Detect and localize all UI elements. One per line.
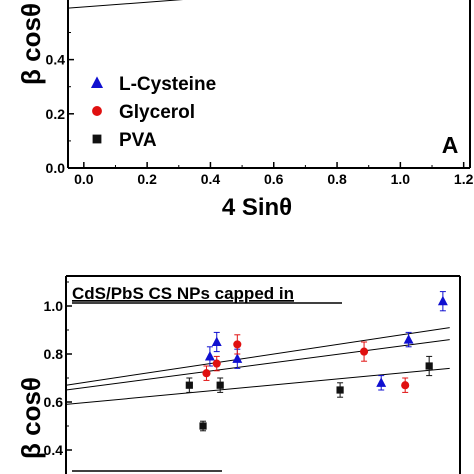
- marker-triangle: [403, 334, 414, 344]
- panel-a-y-tick-label: 0.0: [46, 160, 66, 176]
- panel-b-y-axis-label: β cosθ: [16, 377, 46, 459]
- data-point-pva: [336, 382, 344, 398]
- data-point-pva: [425, 355, 433, 377]
- marker-triangle: [376, 377, 387, 387]
- legend-marker-circle: [92, 106, 102, 116]
- marker-square: [199, 422, 207, 430]
- panel-a-x-tick-label: 0.4: [201, 171, 221, 187]
- fit-line-glycerol: [65, 339, 450, 391]
- marker-square: [425, 362, 433, 370]
- panel-a-legend: L-Cysteine Glycerol PVA: [90, 74, 216, 151]
- panel-a-fit-line: [67, 0, 184, 9]
- marker-triangle: [437, 295, 448, 306]
- legend-label: Glycerol: [119, 102, 195, 123]
- panel-a-y-axis-label: β cosθ: [16, 3, 46, 85]
- marker-triangle: [204, 351, 215, 361]
- legend-label: L-Cysteine: [119, 74, 216, 95]
- marker-circle: [360, 347, 369, 356]
- legend-marker-triangle: [90, 76, 104, 88]
- panel-b-data-points: [185, 291, 448, 432]
- marker-triangle: [211, 336, 222, 347]
- panel-a-x-tick-label: 1.0: [391, 171, 411, 187]
- data-point-pva: [216, 377, 224, 393]
- data-point-l-cysteine: [437, 291, 448, 312]
- marker-circle: [212, 359, 221, 368]
- panel-b-y-tick-label: 0.6: [44, 394, 64, 410]
- marker-circle: [202, 369, 211, 378]
- panel-b-y-tick-label: 0.4: [44, 442, 64, 458]
- panel-b-y-ticks: 0.4 0.6 0.8 1.0: [44, 281, 72, 458]
- marker-square: [216, 381, 224, 389]
- panel-b-y-tick-label: 0.8: [44, 346, 64, 362]
- marker-circle: [233, 340, 242, 349]
- fit-line-pva: [65, 367, 450, 405]
- panel-a-x-ticks: 0.0 0.2 0.4 0.6 0.8 1.0 1.2: [74, 162, 474, 187]
- data-point-glycerol: [202, 365, 211, 381]
- panel-a-x-tick-label: 0.0: [74, 171, 94, 187]
- panel-b-fit-lines: [65, 327, 450, 405]
- panel-a-x-tick-label: 1.2: [454, 171, 474, 187]
- panel-a-x-tick-label: 0.6: [264, 171, 284, 187]
- panel-a-y-ticks: 0.0 0.2 0.4: [46, 32, 74, 176]
- panel-a-label: A: [442, 132, 459, 158]
- marker-circle: [401, 381, 410, 390]
- fit-line-l-cysteine: [65, 327, 450, 386]
- marker-triangle: [232, 353, 243, 363]
- legend-marker-square: [92, 134, 102, 144]
- marker-square: [336, 386, 344, 394]
- panel-b-chart: CdS/PbS CS NPs capped in 0.4 0.6 0.8 1.0 β …: [16, 275, 461, 474]
- panel-b-y-tick-label: 1.0: [44, 298, 64, 314]
- data-point-glycerol: [401, 377, 410, 393]
- data-point-pva: [199, 420, 207, 432]
- panel-b-title: CdS/PbS CS NPs capped in: [72, 284, 294, 303]
- data-point-l-cysteine: [211, 331, 222, 353]
- marker-square: [185, 381, 193, 389]
- data-point-pva: [185, 377, 193, 393]
- panel-a-x-axis-label: 4 Sinθ: [222, 194, 292, 221]
- data-point-glycerol: [212, 355, 221, 372]
- panel-a-y-tick-label: 0.4: [46, 52, 66, 68]
- data-point-glycerol: [360, 341, 369, 362]
- panel-a-chart: 0.0 0.2 0.4 0.6 0.8 1.0 1.2 0.0 0.2 0.4 L-Cystei…: [16, 0, 474, 221]
- data-point-l-cysteine: [376, 375, 387, 391]
- legend-label: PVA: [119, 130, 157, 151]
- panel-a-x-tick-label: 0.8: [327, 171, 347, 187]
- data-point-l-cysteine: [403, 331, 414, 348]
- panel-a-x-tick-label: 0.2: [137, 171, 157, 187]
- data-point-glycerol: [233, 334, 242, 355]
- panel-a-y-tick-label: 0.2: [46, 106, 66, 122]
